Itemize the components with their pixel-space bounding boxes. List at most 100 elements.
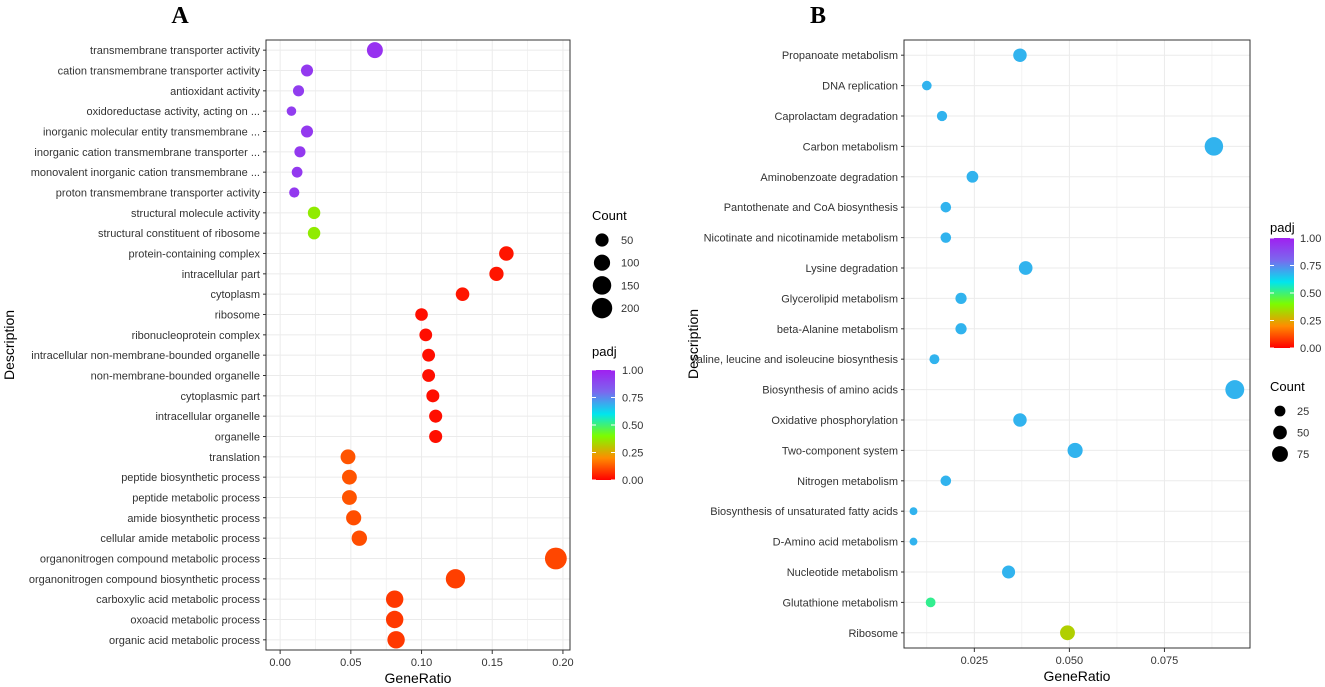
color-legend-label: 0.25 (1300, 316, 1321, 328)
y-tick-label: proton transmembrane transporter activit… (56, 188, 261, 200)
size-legend-label: 25 (1297, 406, 1309, 418)
data-point (455, 287, 470, 301)
data-point (1204, 137, 1224, 156)
x-tick-label: 0.15 (482, 657, 503, 669)
y-tick-label: cytoplasmic part (181, 391, 260, 403)
y-tick-label: peptide biosynthetic process (121, 472, 260, 484)
data-point (909, 507, 918, 516)
x-axis-title: GeneRatio (1044, 668, 1111, 684)
data-point (909, 537, 918, 546)
color-legend-title: padj (592, 344, 617, 359)
size-legend-key (591, 297, 613, 319)
y-tick-label: Lysine degradation (805, 263, 898, 275)
data-point (940, 475, 952, 487)
y-tick-label: Caprolactam degradation (774, 111, 898, 123)
color-legend-bar (592, 370, 615, 480)
y-tick-label: transmembrane transporter activity (90, 45, 260, 57)
size-legend-key (595, 233, 609, 247)
y-tick-label: cytoplasm (210, 289, 260, 301)
y-tick-label: peptide metabolic process (132, 493, 260, 505)
y-axis-title: Description (685, 309, 701, 379)
data-point (415, 308, 428, 321)
y-axis-title: Description (1, 310, 17, 380)
data-point (544, 547, 567, 570)
data-point (387, 631, 405, 649)
y-tick-label: ribosome (215, 310, 260, 322)
data-point (422, 369, 436, 382)
data-point (346, 510, 362, 526)
size-legend-label: 100 (621, 258, 639, 270)
y-tick-label: structural constituent of ribosome (98, 228, 260, 240)
data-point (929, 354, 940, 365)
y-tick-label: Nitrogen metabolism (797, 476, 898, 488)
color-legend-title: padj (1270, 220, 1295, 235)
data-point (300, 125, 314, 138)
data-point (429, 409, 443, 423)
panel-letter: A (171, 3, 189, 29)
x-tick-label: 0.05 (340, 657, 361, 669)
y-tick-label: non-membrane-bounded organelle (91, 371, 260, 383)
y-tick-label: carboxylic acid metabolic process (96, 594, 260, 606)
size-legend-title: Count (592, 208, 627, 223)
y-tick-label: Biosynthesis of unsaturated fatty acids (710, 506, 898, 518)
y-tick-label: structural molecule activity (131, 208, 260, 220)
data-point (955, 292, 967, 305)
size-legend-label: 50 (1297, 428, 1309, 440)
x-tick-label: 0.050 (1056, 655, 1084, 667)
color-legend-label: 0.75 (622, 393, 643, 405)
y-tick-label: organelle (215, 432, 260, 444)
data-point (426, 389, 440, 403)
size-legend-label: 75 (1297, 449, 1309, 461)
y-tick-label: Ribosome (848, 628, 898, 640)
y-tick-label: inorganic molecular entity transmembrane… (43, 127, 260, 139)
y-tick-label: intracellular organelle (155, 411, 260, 423)
plot-background (904, 40, 1250, 648)
x-tick-label: 0.20 (552, 657, 573, 669)
data-point (955, 323, 967, 335)
data-point (940, 201, 952, 213)
data-point (1060, 625, 1075, 641)
size-legend-key (1273, 425, 1287, 440)
data-point (351, 530, 368, 546)
y-tick-label: amide biosynthetic process (127, 513, 260, 525)
data-point (292, 85, 305, 97)
data-point (429, 429, 443, 444)
y-tick-label: cation transmembrane transporter activit… (58, 66, 261, 78)
y-tick-label: Nicotinate and nicotinamide metabolism (704, 233, 898, 245)
color-legend-label: 1.00 (622, 365, 643, 377)
x-tick-label: 0.025 (961, 655, 989, 667)
data-point (307, 226, 321, 240)
size-legend-label: 200 (621, 303, 639, 315)
data-point (341, 469, 357, 485)
data-point (307, 206, 321, 220)
y-tick-label: Aminobenzoate degradation (760, 172, 898, 184)
color-legend-label: 0.25 (622, 448, 643, 460)
y-tick-label: ribonucleoprotein complex (132, 330, 261, 342)
y-tick-label: monovalent inorganic cation transmembran… (31, 167, 260, 179)
data-point (921, 80, 932, 91)
y-tick-label: Carbon metabolism (803, 141, 898, 153)
data-point (1013, 48, 1027, 62)
data-point (291, 166, 303, 178)
data-point (936, 110, 948, 122)
y-tick-label: organonitrogen compound biosynthetic pro… (29, 574, 261, 586)
y-tick-label: Pantothenate and CoA biosynthesis (724, 202, 899, 214)
plot-background (266, 40, 570, 650)
y-tick-label: Glycerolipid metabolism (781, 293, 898, 305)
data-point (1018, 261, 1033, 275)
color-legend-label: 0.50 (1300, 288, 1321, 300)
data-point (300, 64, 314, 77)
size-legend-key (1274, 405, 1286, 417)
data-point (294, 146, 306, 158)
y-tick-label: translation (209, 452, 260, 464)
y-tick-label: Propanoate metabolism (782, 50, 898, 62)
y-tick-label: organic acid metabolic process (109, 635, 261, 647)
data-point (499, 246, 514, 261)
y-tick-label: Nucleotide metabolism (787, 567, 898, 579)
color-legend-label: 0.50 (622, 420, 643, 432)
data-point (366, 42, 383, 59)
y-tick-label: beta-Alanine metabolism (777, 324, 898, 336)
data-point (1225, 380, 1245, 400)
data-point (966, 170, 979, 183)
